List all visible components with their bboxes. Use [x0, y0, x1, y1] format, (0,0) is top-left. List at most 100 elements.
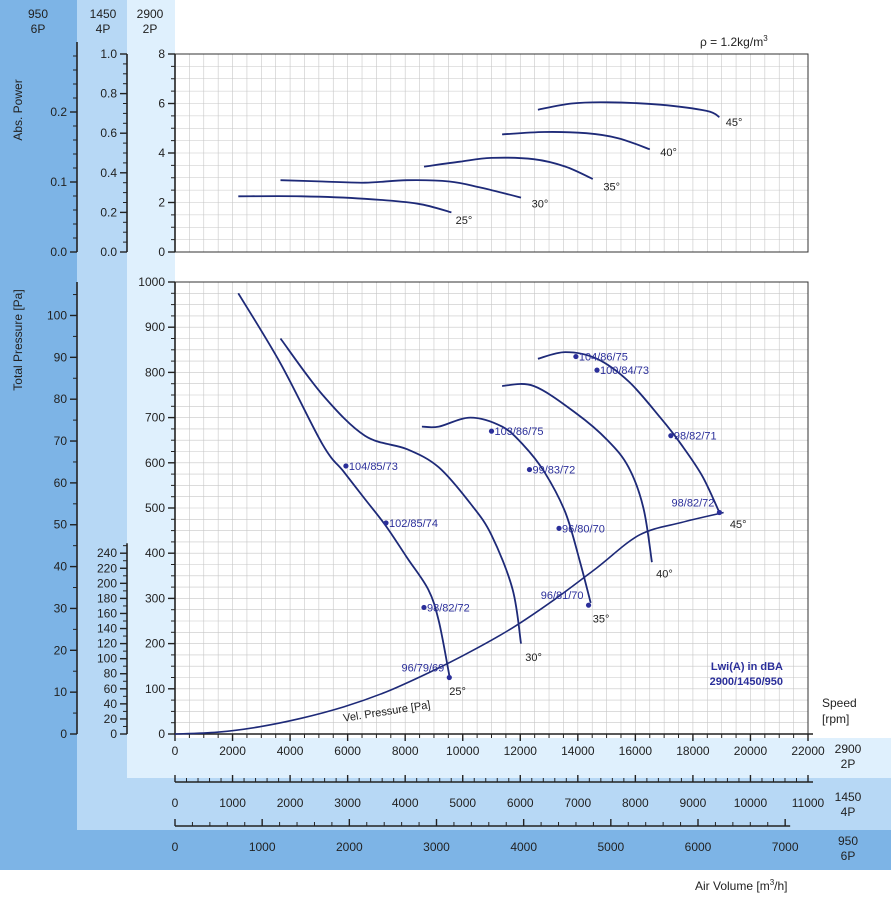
- pressure-curve-label: 40°: [656, 569, 673, 581]
- speed-unit-caption: [rpm]: [822, 712, 849, 726]
- power-curve-25deg: [238, 195, 452, 214]
- pressure-axis-1450-tick-label: 0: [110, 727, 117, 741]
- pressure-axis-2900-tick-label: 300: [145, 591, 165, 605]
- power-axis-1450-tick-label: 0.6: [100, 126, 117, 140]
- pressure-axis-1450-tick-label: 160: [97, 606, 117, 620]
- pressure-axis-950-tick-label: 40: [54, 560, 68, 574]
- noise-point-label: 98/82/72: [427, 602, 470, 614]
- noise-point-label: 103/86/75: [495, 426, 544, 438]
- power-curve-label: 25°: [456, 215, 473, 227]
- x-axis-2900-tick-label: 8000: [392, 744, 419, 758]
- x-axis-1450-tick-label: 3000: [334, 796, 361, 810]
- x-axis-950-tick-label: 5000: [597, 840, 624, 854]
- power-axis-title: Abs. Power: [11, 79, 25, 140]
- pressure-panel-grid: [174, 281, 809, 735]
- x-axis-950-tick-label: 3000: [423, 840, 450, 854]
- noise-point-marker: [446, 674, 452, 681]
- x-axis-950-tick-label: 0: [172, 840, 179, 854]
- pressure-axis-1450-tick-label: 60: [104, 682, 118, 696]
- pressure-axis-950-tick-label: 30: [54, 601, 68, 615]
- noise-point-marker: [573, 353, 579, 360]
- pressure-curve-label: 35°: [593, 614, 610, 626]
- power-axis-2900-tick-label: 2: [158, 196, 165, 210]
- power-curve-label: 30°: [532, 199, 549, 211]
- x-axis-1450-tick-label: 6000: [507, 796, 534, 810]
- pressure-axis-1450-tick-label: 40: [104, 697, 118, 711]
- x-axis-title-superscript: 3: [770, 878, 775, 887]
- x-axis-2900-tick-label: 14000: [561, 744, 595, 758]
- power-curve-30deg: [280, 179, 522, 199]
- pressure-axis-1450-tick-label: 100: [97, 652, 117, 666]
- x-axis-2900-tick-label: 12000: [504, 744, 538, 758]
- speed-band-2900-end: [808, 738, 891, 778]
- noise-point-marker: [488, 428, 495, 434]
- pressure-axis-950-tick-label: 10: [54, 685, 68, 699]
- power-curve-45deg: [537, 101, 720, 118]
- speed-head-rpm: 2900: [137, 7, 164, 21]
- power-curve-label: 40°: [660, 147, 677, 159]
- x-axis-2900-tick-label: 22000: [791, 744, 825, 758]
- x-axis-950-tick-label: 1000: [249, 840, 276, 854]
- noise-point-marker: [421, 604, 427, 611]
- x-axis-2900-tick-label: 4000: [277, 744, 304, 758]
- noise-point-marker: [343, 463, 349, 469]
- x-axis-title: Air Volume [m3/h]: [695, 878, 788, 893]
- pressure-axis-1450-tick-label: 200: [97, 576, 117, 590]
- speed-head-rpm: 1450: [90, 7, 117, 21]
- pressure-curve-label: 30°: [525, 652, 542, 664]
- pressure-axis-1450-tick-label: 80: [104, 667, 118, 681]
- x-axis-950-tick-label: 6000: [685, 840, 712, 854]
- x-axis-2900-tick-label: 2000: [219, 744, 246, 758]
- pressure-axis-950-tick-label: 80: [54, 392, 68, 406]
- noise-point-marker: [383, 520, 389, 526]
- speed-band-1450: [77, 0, 127, 830]
- x-axis-2900-tick-label: 16000: [619, 744, 653, 758]
- pressure-axis-title: Total Pressure [Pa]: [11, 289, 25, 390]
- x-axis-2900-tick-label: 18000: [676, 744, 710, 758]
- x-axis-2900-poles-label: 2P: [841, 757, 856, 771]
- pressure-axis-1450-tick-label: 240: [97, 546, 117, 560]
- power-curve-label: 35°: [603, 181, 620, 193]
- lwi-legend-title: Lwi(A) in dBA: [711, 661, 783, 673]
- pressure-axis-1450-tick-label: 120: [97, 637, 117, 651]
- lwi-legend-speeds: 2900/1450/950: [710, 676, 783, 688]
- power-axis-1450-tick-label: 0.8: [100, 87, 117, 101]
- x-axis-2900-tick-label: 20000: [734, 744, 768, 758]
- x-axis-950-tick-label: 7000: [772, 840, 799, 854]
- noise-point-label: 96/80/70: [562, 523, 605, 535]
- speed-band-1450-bottom: [77, 778, 891, 830]
- pressure-axis-950-tick-label: 50: [54, 518, 68, 532]
- pressure-axis-2900-tick-label: 600: [145, 456, 165, 470]
- pressure-axis-950-tick-label: 90: [54, 350, 68, 364]
- power-axis-2900-tick-label: 0: [158, 245, 165, 259]
- x-axis-1450-tick-label: 2000: [277, 796, 304, 810]
- pressure-curve-label: 25°: [449, 686, 466, 698]
- speed-head-poles: 2P: [143, 22, 158, 36]
- noise-point-label: 96/81/70: [541, 590, 584, 602]
- x-axis-1450-tick-label: 4000: [392, 796, 419, 810]
- x-axis-1450-tick-label: 1000: [219, 796, 246, 810]
- pressure-axis-950-tick-label: 70: [54, 434, 68, 448]
- x-axis-1450-poles-label: 4P: [841, 805, 856, 819]
- noise-point-label: 98/82/72: [672, 498, 715, 510]
- velocity-pressure-curve: [174, 511, 724, 735]
- pressure-curve-45deg: [537, 351, 721, 513]
- x-axis-1450-tick-label: 11000: [792, 796, 825, 810]
- noise-point-marker: [668, 433, 674, 439]
- pressure-curve-25deg: [237, 292, 451, 676]
- speed-head-poles: 6P: [31, 22, 46, 36]
- power-curve-35deg: [423, 156, 594, 180]
- power-axis-950-tick-label: 0.1: [50, 175, 67, 189]
- pressure-curve-40deg: [502, 383, 653, 563]
- x-axis-950-speed-label: 950: [838, 834, 858, 848]
- pressure-axis-1450-tick-label: 140: [97, 622, 117, 636]
- speed-band-2900: [127, 0, 175, 778]
- noise-point-label: 100/84/73: [600, 365, 649, 377]
- pressure-axis-2900-tick-label: 400: [145, 546, 165, 560]
- pressure-axis-2900-tick-label: 900: [145, 320, 165, 334]
- power-axis-2900-tick-label: 8: [158, 47, 165, 61]
- power-curve-40deg: [502, 131, 651, 151]
- x-axis-1450-tick-label: 5000: [449, 796, 476, 810]
- power-axis-2900-tick-label: 4: [158, 146, 165, 160]
- speed-band-950: [0, 0, 77, 870]
